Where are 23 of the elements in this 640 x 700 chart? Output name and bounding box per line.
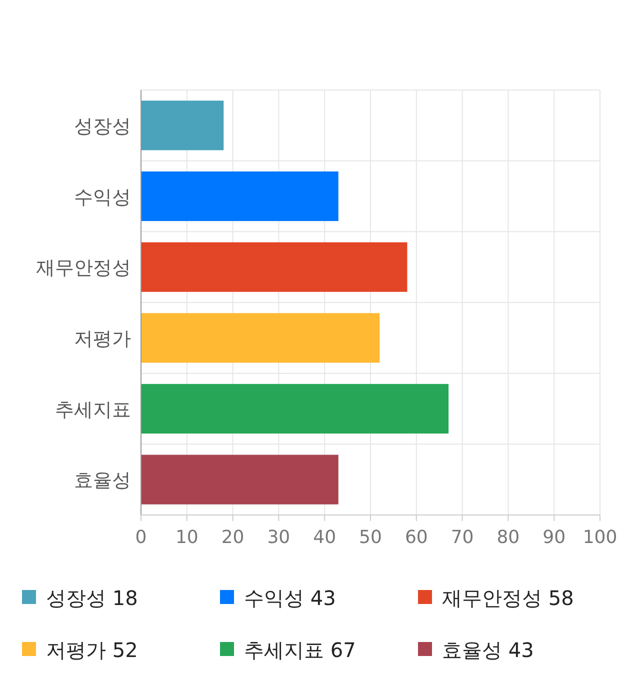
y-tick-label: 수익성 xyxy=(74,186,131,208)
x-tick-label: 70 xyxy=(450,527,474,548)
x-tick-label: 60 xyxy=(404,527,428,548)
legend-label: 성장성 18 xyxy=(46,586,138,610)
x-tick-label: 50 xyxy=(359,527,382,548)
x-tick-label: 100 xyxy=(582,527,618,548)
x-tick-label: 40 xyxy=(313,527,336,548)
y-tick-label: 재무안정성 xyxy=(36,257,131,280)
legend-label: 추세지표 67 xyxy=(244,638,356,662)
y-tick-label: 저평가 xyxy=(74,328,131,350)
legend-label: 저평가 52 xyxy=(46,638,138,662)
x-tick-label: 90 xyxy=(542,527,566,548)
y-tick-label: 성장성 xyxy=(74,115,131,138)
x-tick-label: 30 xyxy=(267,527,290,548)
x-tick-label: 0 xyxy=(135,527,147,548)
y-tick-label: 효율성 xyxy=(74,470,131,492)
x-tick-label: 20 xyxy=(221,527,244,548)
legend-label: 재무안정성 58 xyxy=(442,586,574,610)
y-tick-label: 추세지표 xyxy=(55,398,131,421)
legend-label: 수익성 43 xyxy=(244,586,336,610)
x-tick-label: 10 xyxy=(175,527,198,548)
legend-label: 효율성 43 xyxy=(442,638,534,662)
x-tick-label: 80 xyxy=(496,527,520,548)
